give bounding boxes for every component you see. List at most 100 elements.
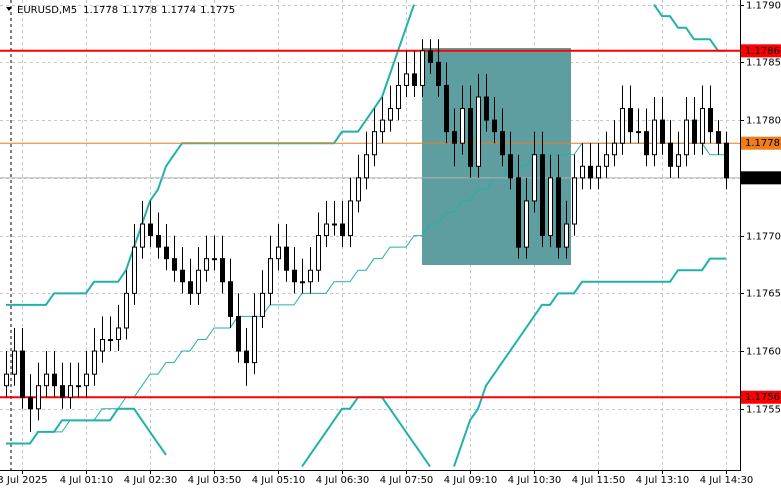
candle-body <box>52 373 57 387</box>
candle-body <box>28 396 33 410</box>
x-tick-label: 4 Jul 03:50 <box>188 475 242 486</box>
candle-body <box>404 73 409 86</box>
candle-body <box>68 385 73 398</box>
candle-body <box>276 246 281 260</box>
level-label: 1.1756 <box>745 392 780 403</box>
level-box <box>741 390 781 404</box>
candle-body <box>36 385 41 410</box>
candle-body <box>444 84 449 133</box>
candle-body <box>500 131 505 156</box>
candle-body <box>116 327 121 341</box>
candle-body <box>724 142 729 179</box>
x-tick-label: 4 Jul 10:30 <box>508 475 562 486</box>
x-tick-label: 4 Jul 07:50 <box>380 475 434 486</box>
candle-body <box>684 119 689 156</box>
current-price-label: 1.1775 <box>745 173 780 184</box>
candle-body <box>180 269 185 283</box>
candle-body <box>92 350 97 375</box>
x-tick-label: 4 Jul 14:30 <box>700 475 754 486</box>
candle-body <box>644 131 649 156</box>
symbol: EURUSD,M5 <box>17 5 77 16</box>
candle-body <box>76 385 81 388</box>
level-label: 1.1778 <box>745 138 780 149</box>
candle-body <box>220 258 225 283</box>
candle-body <box>108 339 113 342</box>
candle-body <box>332 223 337 226</box>
candle-body <box>604 154 609 167</box>
candle-body <box>588 165 593 179</box>
candle-body <box>244 350 249 364</box>
candle-body <box>124 292 129 329</box>
candle-body <box>420 50 425 86</box>
chart-header: EURUSD,M5 1.1778 1.1778 1.1774 1.1775 <box>17 5 235 16</box>
candle-body <box>628 108 633 133</box>
candle-body <box>580 165 585 179</box>
candle-body <box>292 269 297 283</box>
candle-body <box>20 350 25 398</box>
candle-body <box>708 108 713 133</box>
candle-body <box>60 385 65 398</box>
candle-body <box>428 50 433 63</box>
candle-body <box>524 200 529 248</box>
candle-body <box>252 315 257 364</box>
candle-body <box>324 223 329 237</box>
candle-body <box>564 223 569 248</box>
level-label: 1.1786 <box>745 46 780 57</box>
candle-body <box>356 177 361 202</box>
candle-body <box>148 223 153 237</box>
header-high: 1.1778 <box>122 5 157 16</box>
x-tick-label: 4 Jul 13:10 <box>636 475 690 486</box>
candle-body <box>164 246 169 260</box>
candle-body <box>412 73 417 86</box>
candle-body <box>468 108 473 167</box>
candle-body <box>436 61 441 86</box>
header-low: 1.1774 <box>161 5 196 16</box>
candle-body <box>636 131 641 134</box>
level-box <box>741 44 781 58</box>
candle-body <box>396 84 401 110</box>
candle-body <box>692 119 697 144</box>
candle-body <box>84 373 89 387</box>
candle-body <box>260 292 265 317</box>
candle-body <box>508 154 513 179</box>
candle-body <box>716 131 721 144</box>
menu-arrow[interactable] <box>6 7 12 11</box>
candle-body <box>204 258 209 271</box>
candle-body <box>484 96 489 121</box>
candle-body <box>452 131 457 144</box>
candle-body <box>284 246 289 271</box>
y-tick-label: 1.1790 <box>746 1 781 12</box>
y-tick-label: 1.1755 <box>746 405 781 416</box>
candle-body <box>308 269 313 283</box>
x-tick-label: 4 Jul 02:30 <box>124 475 178 486</box>
candle-body <box>188 281 193 294</box>
candle-body <box>548 177 553 237</box>
y-tick-label: 1.1780 <box>746 116 781 127</box>
candle-body <box>100 339 105 352</box>
candle-body <box>140 223 145 248</box>
x-tick-label: 4 Jul 06:30 <box>316 475 370 486</box>
y-tick-label: 1.1760 <box>746 347 781 358</box>
candle-body <box>492 119 497 133</box>
candle-body <box>652 119 657 156</box>
candle-body <box>596 165 601 179</box>
header-open: 1.1778 <box>83 5 118 16</box>
x-tick-label: 4 Jul 09:10 <box>444 475 498 486</box>
candle-body <box>172 258 177 271</box>
candle-body <box>372 131 377 156</box>
candle-body <box>348 200 353 237</box>
candle-body <box>132 246 137 294</box>
candle-body <box>44 373 49 387</box>
candle-body <box>228 281 233 317</box>
candle-body <box>4 373 9 387</box>
candle-body <box>316 235 321 271</box>
candle-body <box>300 281 305 284</box>
candle-body <box>660 119 665 144</box>
x-tick-label: 4 Jul 01:10 <box>60 475 114 486</box>
candle-body <box>668 142 673 167</box>
candle-body <box>612 142 617 156</box>
candle-body <box>380 119 385 133</box>
x-tick-label: 3 Jul 2025 <box>0 475 48 486</box>
